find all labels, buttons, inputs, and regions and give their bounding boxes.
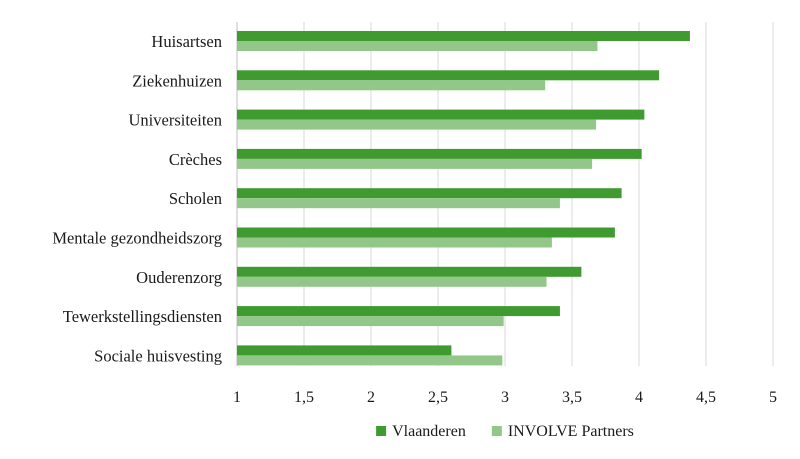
bar-vlaanderen <box>237 31 690 41</box>
x-tick-label: 5 <box>769 389 777 406</box>
legend-swatch <box>491 426 502 436</box>
x-tick-label: 4,5 <box>696 389 716 406</box>
category-label: Mentale gezondheidszorg <box>52 229 222 248</box>
x-tick-label: 4 <box>635 389 643 406</box>
bar-vlaanderen <box>237 227 615 238</box>
category-labels: Huisartsen Ziekenhuizen Universiteiten Crèc… <box>52 32 222 365</box>
x-tick-label: 3 <box>501 389 509 406</box>
legend-item-involve-partners: INVOLVE Partners <box>491 423 634 440</box>
bar-involve-partners <box>237 41 598 51</box>
bar-vlaanderen <box>237 188 622 199</box>
bars <box>237 31 690 366</box>
x-tick-label: 3,5 <box>562 389 582 406</box>
bar-vlaanderen <box>237 109 645 120</box>
bar-vlaanderen <box>237 70 660 81</box>
bar-involve-partners <box>237 198 560 209</box>
category-label: Universiteiten <box>129 111 222 130</box>
x-tick-label: 1 <box>233 389 241 406</box>
bar-involve-partners <box>237 355 503 366</box>
legend-item-vlaanderen: Vlaanderen <box>376 423 466 440</box>
bar-vlaanderen <box>237 266 582 277</box>
bar-vlaanderen <box>237 148 642 159</box>
legend-label: Vlaanderen <box>392 423 466 440</box>
category-label: Ouderenzorg <box>136 268 222 287</box>
x-axis-tick-labels: 1 1,5 2 2,5 3 3,5 4 4,5 5 <box>233 389 777 406</box>
bar-vlaanderen <box>237 345 452 356</box>
category-label: Tewerkstellingsdiensten <box>63 307 222 326</box>
bar-involve-partners <box>237 237 552 248</box>
legend-swatch <box>376 426 387 436</box>
category-label: Huisartsen <box>151 32 222 51</box>
category-label: Sociale huisvesting <box>94 346 222 365</box>
category-label: Ziekenhuizen <box>132 71 222 90</box>
bar-involve-partners <box>237 316 504 327</box>
bar-involve-partners <box>237 119 597 130</box>
legend: Vlaanderen INVOLVE Partners <box>376 423 634 440</box>
bar-involve-partners <box>237 276 547 287</box>
category-label: Crèches <box>169 150 222 169</box>
x-tick-label: 2 <box>367 389 375 406</box>
legend-label: INVOLVE Partners <box>508 423 634 440</box>
x-tick-label: 1,5 <box>294 389 314 406</box>
bar-vlaanderen <box>237 306 560 317</box>
category-label: Scholen <box>169 189 222 208</box>
bar-involve-partners <box>237 158 593 169</box>
x-tick-label: 2,5 <box>428 389 448 406</box>
bar-involve-partners <box>237 80 546 91</box>
